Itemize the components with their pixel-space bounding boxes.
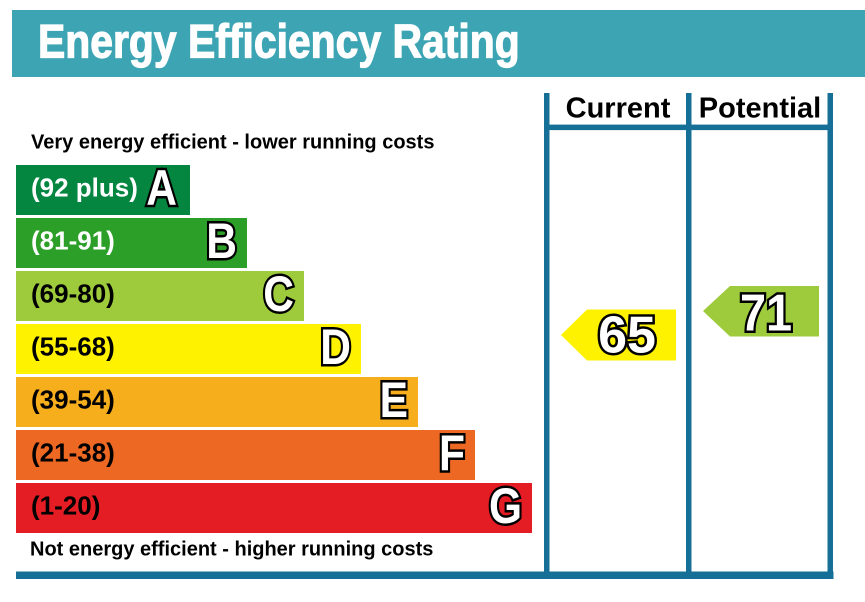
svg-text:E: E bbox=[380, 372, 408, 428]
svg-text:(55-68): (55-68) bbox=[31, 332, 115, 362]
svg-text:(21-38): (21-38) bbox=[31, 438, 115, 468]
svg-text:(39-54): (39-54) bbox=[31, 385, 115, 415]
svg-text:C: C bbox=[263, 266, 294, 322]
svg-text:65: 65 bbox=[598, 307, 656, 365]
svg-text:D: D bbox=[320, 319, 351, 375]
svg-text:F: F bbox=[439, 425, 465, 481]
svg-text:Energy Efficiency Rating: Energy Efficiency Rating bbox=[38, 16, 520, 68]
svg-text:(81-91): (81-91) bbox=[31, 226, 115, 256]
svg-text:A: A bbox=[146, 160, 177, 216]
svg-text:B: B bbox=[206, 213, 237, 269]
svg-text:Potential: Potential bbox=[699, 92, 821, 124]
svg-text:(92 plus): (92 plus) bbox=[31, 173, 138, 203]
svg-text:(69-80): (69-80) bbox=[31, 279, 115, 309]
svg-text:(1-20): (1-20) bbox=[31, 491, 100, 521]
svg-text:G: G bbox=[489, 478, 522, 534]
svg-text:71: 71 bbox=[740, 284, 792, 342]
svg-text:Very energy efficient - lower: Very energy efficient - lower running co… bbox=[31, 132, 434, 154]
svg-text:Current: Current bbox=[566, 92, 671, 124]
svg-text:Not energy efficient - higher: Not energy efficient - higher running co… bbox=[30, 539, 433, 561]
